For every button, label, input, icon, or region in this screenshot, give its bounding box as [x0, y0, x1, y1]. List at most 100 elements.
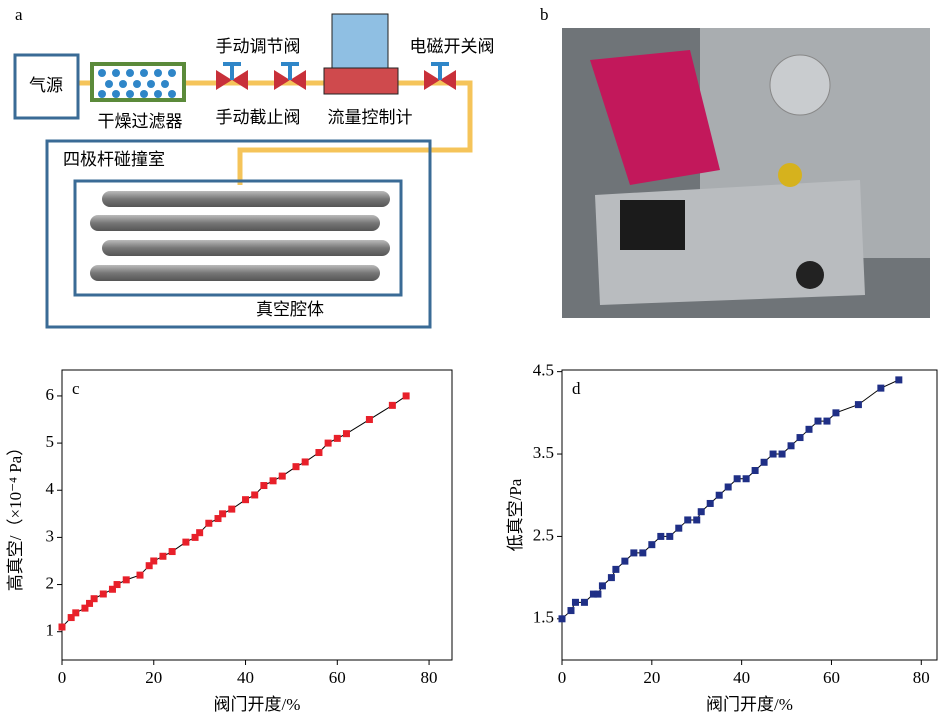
- marker: [814, 417, 822, 425]
- marker: [81, 604, 89, 612]
- plot-frame: [61, 369, 453, 661]
- marker: [196, 529, 204, 537]
- y-tick-label: 1.5: [533, 608, 554, 627]
- marker: [342, 430, 350, 438]
- marker: [612, 565, 620, 573]
- flow-controller-label: 流量控制计: [328, 108, 413, 128]
- x-tick-label: 40: [237, 668, 254, 687]
- y-tick-label: 4.5: [533, 361, 554, 380]
- marker: [136, 571, 144, 579]
- x-tick-label: 60: [329, 668, 346, 687]
- marker: [760, 458, 768, 466]
- marker: [182, 538, 190, 546]
- x-axis-label: 阀门开度/%: [214, 695, 301, 714]
- collision-cell-label: 四极杆碰撞室: [63, 150, 165, 170]
- photo-valve: [778, 163, 802, 187]
- marker: [567, 607, 575, 615]
- vacuum-chamber-box: [73, 179, 403, 297]
- marker: [854, 401, 862, 409]
- marker: [787, 442, 795, 450]
- x-tick-label: 60: [823, 668, 840, 687]
- marker: [648, 541, 656, 549]
- y-tick-label: 6: [46, 385, 55, 404]
- plot-frame: [561, 369, 938, 661]
- marker: [684, 516, 692, 524]
- photo-knob: [796, 261, 824, 289]
- marker: [67, 614, 75, 622]
- photo-module: [620, 200, 685, 250]
- marker: [607, 574, 615, 582]
- y-tick-label: 2: [46, 573, 55, 592]
- quadrupole-rods: [90, 191, 390, 281]
- charts: 0 20 40 60 80 1 2 3 4 5 6 c 阀门开度/% 高真空/（×10⁻⁴ Pa） 0 20 4…: [6, 361, 938, 714]
- marker: [715, 491, 723, 499]
- panel-label: a: [15, 5, 23, 24]
- marker: [278, 472, 286, 480]
- marker: [86, 599, 94, 607]
- marker: [693, 516, 701, 524]
- diagram: a 气源 干燥过滤器 手动调节阀 手动截止阀 流量控制计 电磁开关阀 四极杆碰撞…: [13, 5, 495, 329]
- marker: [639, 549, 647, 557]
- marker: [895, 376, 903, 384]
- y-tick-label: 5: [46, 432, 55, 451]
- marker: [242, 496, 250, 504]
- x-tick-label: 40: [733, 668, 750, 687]
- marker: [292, 463, 300, 471]
- x-tick-label: 80: [421, 668, 438, 687]
- marker: [191, 533, 199, 541]
- marker: [219, 510, 227, 518]
- marker: [402, 392, 410, 400]
- marker: [58, 623, 66, 631]
- marker: [630, 549, 638, 557]
- flow-controller-base: [323, 67, 399, 95]
- series-line: [561, 379, 900, 620]
- marker: [90, 595, 98, 603]
- x-tick-label: 0: [558, 668, 567, 687]
- marker: [598, 582, 606, 590]
- x-tick-label: 0: [58, 668, 67, 687]
- panel-label: b: [540, 5, 549, 24]
- marker: [301, 458, 309, 466]
- marker: [365, 416, 373, 424]
- marker: [122, 576, 130, 584]
- marker: [324, 439, 332, 447]
- marker: [706, 499, 714, 507]
- marker: [594, 590, 602, 598]
- marker: [108, 585, 116, 593]
- marker: [388, 401, 396, 409]
- marker: [877, 384, 885, 392]
- x-tick-label: 20: [145, 668, 162, 687]
- filter-dots: [98, 69, 176, 98]
- marker: [769, 450, 777, 458]
- vacuum-chamber-label: 真空腔体: [256, 300, 324, 320]
- marker: [589, 590, 597, 598]
- x-axis-label: 阀门开度/%: [706, 695, 793, 714]
- marker: [621, 557, 629, 565]
- marker: [214, 515, 222, 523]
- shutoff-valve-label: 手动截止阀: [216, 108, 301, 128]
- marker: [742, 475, 750, 483]
- marker: [580, 598, 588, 606]
- x-tick-label: 20: [643, 668, 660, 687]
- y-tick-label: 3: [46, 526, 55, 545]
- marker: [228, 505, 236, 513]
- source-label: 气源: [29, 76, 63, 96]
- panel-label: c: [72, 379, 80, 398]
- marker: [675, 524, 683, 532]
- marker: [260, 482, 268, 490]
- marker: [733, 475, 741, 483]
- y-tick-label: 1: [46, 621, 55, 640]
- marker: [205, 519, 213, 527]
- panel-label: d: [572, 379, 581, 398]
- x-tick-label: 80: [913, 668, 930, 687]
- y-axis-label: 高真空/（×10⁻⁴ Pa）: [6, 439, 25, 591]
- marker: [796, 434, 804, 442]
- marker: [666, 532, 674, 540]
- collision-cell-box: [45, 139, 432, 329]
- marker: [269, 477, 277, 485]
- marker: [724, 483, 732, 491]
- photo-flange: [769, 54, 831, 116]
- y-tick-label: 4: [46, 479, 55, 498]
- marker: [145, 562, 153, 570]
